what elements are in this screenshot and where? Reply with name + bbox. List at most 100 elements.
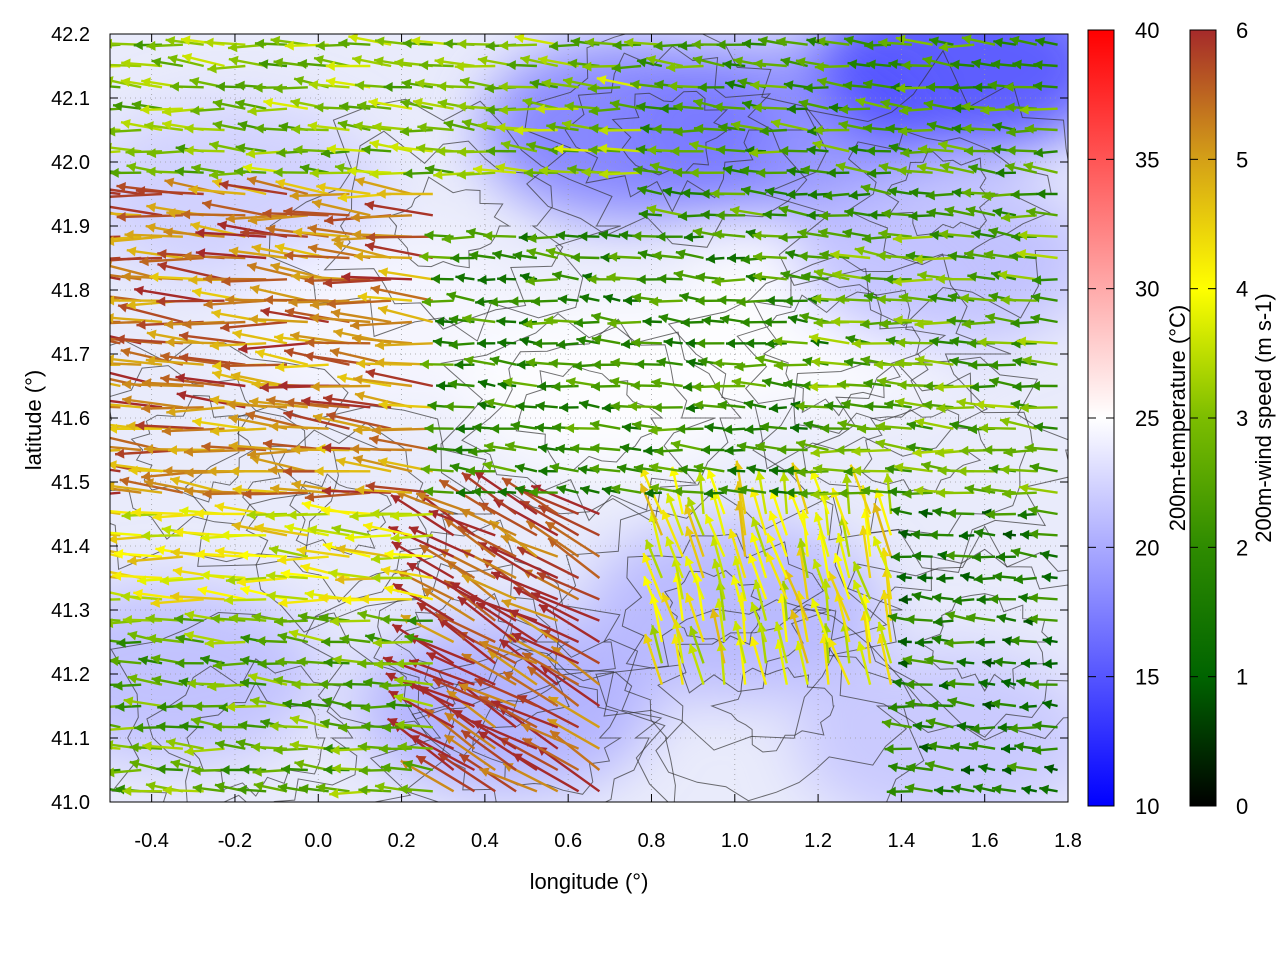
wind-arrow bbox=[458, 683, 517, 708]
wind-arrow bbox=[789, 609, 809, 664]
wind-arrow bbox=[607, 318, 642, 329]
wind-arrow bbox=[611, 62, 642, 73]
contour-line bbox=[552, 489, 903, 751]
wind-arrow bbox=[352, 454, 413, 473]
wind-arrow bbox=[432, 337, 454, 348]
wind-arrow bbox=[350, 443, 413, 454]
contour-line bbox=[595, 599, 926, 802]
wind-arrow bbox=[654, 446, 683, 457]
wind-arrow bbox=[420, 464, 454, 475]
wind-arrow bbox=[236, 576, 288, 587]
wind-arrow bbox=[275, 178, 329, 196]
wind-arrow bbox=[715, 144, 746, 155]
wind-arrow bbox=[399, 126, 433, 137]
wind-arrow bbox=[737, 485, 767, 495]
wind-arrow bbox=[221, 360, 288, 371]
wind-arrow bbox=[135, 186, 204, 197]
wind-arrow bbox=[551, 270, 579, 281]
wind-arrow bbox=[731, 377, 767, 388]
wind-arrow bbox=[981, 190, 1017, 201]
wind-arrow bbox=[1018, 230, 1058, 241]
wind-arrow bbox=[304, 491, 371, 503]
wind-arrow bbox=[512, 586, 580, 622]
wind-arrow bbox=[416, 601, 476, 643]
wind-arrow bbox=[407, 615, 433, 626]
wind-arrow bbox=[711, 558, 726, 600]
wind-arrow bbox=[237, 784, 267, 795]
wind-arrow bbox=[393, 693, 434, 708]
wind-arrow bbox=[991, 784, 1017, 795]
wind-arrow bbox=[538, 165, 579, 176]
wind-arrow bbox=[1042, 658, 1058, 669]
wind-arrow bbox=[122, 614, 163, 625]
wind-arrow bbox=[838, 488, 871, 499]
wind-arrow bbox=[370, 284, 434, 302]
wind-arrow bbox=[968, 163, 996, 174]
wind-arrow bbox=[110, 295, 163, 306]
plot-area bbox=[109, 33, 1069, 803]
wind-arrow bbox=[110, 312, 163, 324]
wind-arrow bbox=[223, 595, 267, 606]
wind-arrow bbox=[898, 529, 913, 540]
wind-arrow bbox=[968, 740, 996, 751]
wind-arrow bbox=[484, 398, 517, 409]
wind-arrow bbox=[895, 358, 933, 369]
wind-arrow bbox=[444, 711, 496, 750]
wind-arrow bbox=[933, 785, 954, 796]
wind-arrow bbox=[357, 291, 413, 302]
wind-arrow bbox=[307, 525, 350, 537]
wind-arrow bbox=[856, 641, 872, 685]
wind-arrow bbox=[283, 206, 350, 217]
wind-arrow bbox=[736, 296, 767, 307]
contour-line bbox=[824, 525, 1068, 741]
wind-arrow bbox=[284, 250, 350, 261]
wind-arrow bbox=[888, 762, 913, 773]
wind-arrow bbox=[262, 208, 329, 219]
wind-arrow bbox=[1032, 81, 1058, 92]
wind-arrow bbox=[110, 656, 142, 667]
wind-arrow bbox=[1036, 188, 1058, 199]
wind-arrow bbox=[812, 463, 850, 474]
wind-arrow bbox=[368, 97, 413, 110]
wind-arrow bbox=[191, 163, 225, 174]
wind-arrow bbox=[881, 718, 913, 729]
wind-arrow bbox=[548, 41, 579, 51]
y-tick-label: 42.2 bbox=[51, 24, 90, 46]
wind-arrow bbox=[914, 355, 954, 366]
wind-arrow bbox=[116, 637, 142, 648]
temperature-tick-label: 10 bbox=[1135, 794, 1159, 819]
temperature-tick-label: 15 bbox=[1135, 665, 1159, 690]
wind-arrow bbox=[800, 165, 829, 176]
wind-arrow bbox=[455, 272, 475, 283]
wind-arrow bbox=[239, 678, 267, 689]
wind-arrow bbox=[693, 400, 725, 411]
wind-arrow bbox=[1035, 36, 1058, 47]
contour-line bbox=[186, 681, 326, 797]
wind-arrow bbox=[218, 180, 288, 196]
wind-arrow bbox=[514, 34, 558, 46]
wind-arrow bbox=[348, 34, 392, 46]
temperature-colorbar-label: 200m-temperature (°C) bbox=[1165, 305, 1190, 531]
wind-arrow bbox=[924, 655, 954, 666]
wind-arrow bbox=[160, 351, 225, 366]
wind-arrow bbox=[587, 83, 621, 94]
wind-arrow bbox=[779, 145, 808, 156]
wind-arrow bbox=[982, 657, 996, 668]
wind-arrow bbox=[296, 656, 329, 667]
wind-arrow bbox=[270, 35, 309, 46]
x-tick-label: 1.6 bbox=[971, 830, 999, 852]
wind-arrow bbox=[688, 625, 705, 664]
wind-arrow bbox=[887, 186, 912, 197]
wind-arrow bbox=[228, 55, 267, 68]
wind-arrow bbox=[992, 571, 1017, 582]
wind-arrow bbox=[364, 200, 434, 217]
wind-arrow bbox=[435, 316, 454, 327]
wind-arrow bbox=[989, 594, 1016, 605]
wind-arrow bbox=[184, 630, 225, 644]
wind-arrow bbox=[362, 521, 413, 537]
wind-arrow bbox=[146, 148, 183, 159]
wind-arrow bbox=[359, 594, 412, 605]
wind-arrow bbox=[867, 168, 892, 179]
wind-arrow bbox=[419, 60, 454, 71]
wind-arrow bbox=[483, 441, 517, 452]
